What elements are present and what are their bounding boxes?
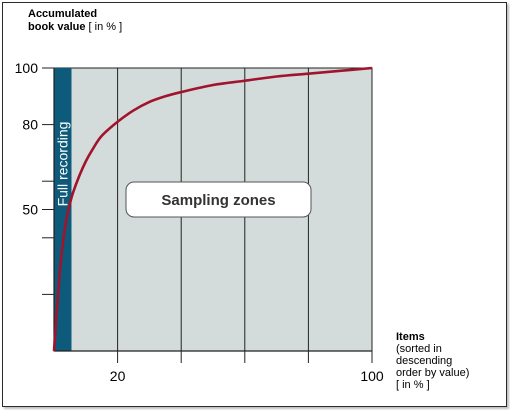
x-tick-label-0: 20 <box>110 368 126 384</box>
y-tick-label-0: 100 <box>15 60 39 76</box>
sampling-zones-box <box>125 181 312 218</box>
y-tick-label-1: 80 <box>22 117 38 133</box>
series-line-0 <box>52 66 373 352</box>
x-axis-title-bold: Items <box>396 331 425 343</box>
y-axis-title-unit: [ in % ] <box>85 21 123 33</box>
sampling-zones-label: Sampling zones <box>161 192 275 209</box>
x-axis-title-line4: [ in % ] <box>396 379 430 391</box>
full-recording-label: Full recording <box>55 122 71 207</box>
x-axis-title-line3: order by value) <box>396 367 470 379</box>
y-tick-label-2: 50 <box>22 202 38 218</box>
y-axis-title: Accumulated book value [ in % ] <box>28 8 122 34</box>
x-tick-label-1: 100 <box>360 368 384 384</box>
y-axis-title-line2: book value <box>28 21 86 33</box>
x-axis-title-line2: (sorted in descending <box>396 343 453 367</box>
x-axis-title: Items (sorted in descending order by val… <box>396 331 496 391</box>
y-axis-title-line1: Accumulated <box>28 8 98 20</box>
